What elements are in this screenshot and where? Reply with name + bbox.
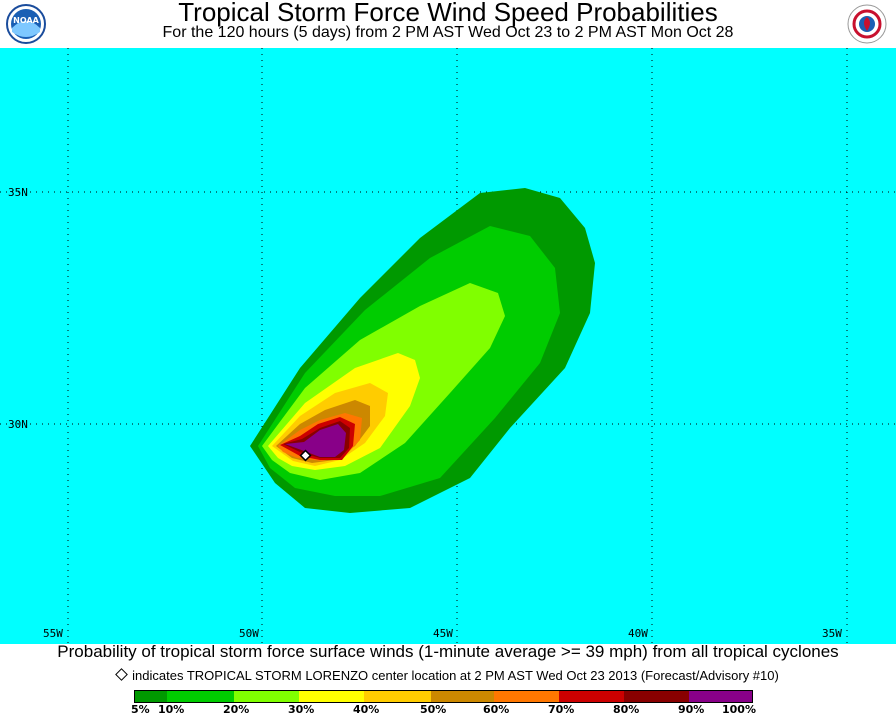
header: NOAA Tropical Storm Force Wind Speed Pro…: [0, 0, 896, 48]
legend-label-70: 70%: [548, 703, 575, 716]
map-canvas: [0, 48, 896, 644]
diamond-icon: [115, 668, 129, 681]
lat-label-35n: 35N: [8, 186, 28, 199]
legend-label-100: 100%: [722, 703, 756, 716]
legend-swatch-90-100: [689, 691, 752, 702]
legend-label-50: 50%: [420, 703, 447, 716]
legend-swatch-30-40: [299, 691, 364, 702]
map-title: Tropical Storm Force Wind Speed Probabil…: [178, 0, 718, 27]
legend-swatch-20-30: [234, 691, 299, 702]
legend-label-40: 40%: [353, 703, 380, 716]
legend-swatch-60-70: [494, 691, 559, 702]
lon-label-50w: 50W: [239, 627, 259, 640]
legend-label-10: 10%: [158, 703, 185, 716]
legend-swatch-10-20: [167, 691, 234, 702]
legend-swatch-40-50: [364, 691, 431, 702]
probability-map: 35N 30N: [0, 48, 896, 644]
lon-label-40w: 40W: [628, 627, 648, 640]
lat-label-30n: 30N: [8, 418, 28, 431]
noaa-logo: NOAA: [6, 4, 46, 44]
legend-swatch-5-10: [135, 691, 167, 702]
legend-label-5: 5%: [131, 703, 150, 716]
legend-swatch-50-60: [431, 691, 494, 702]
legend-label-60: 60%: [483, 703, 510, 716]
legend-swatch-70-80: [559, 691, 624, 702]
legend-label-30: 30%: [288, 703, 315, 716]
lon-label-35w: 35W: [822, 627, 842, 640]
storm-center-marker[interactable]: [299, 449, 312, 462]
prob-90pct-area: [285, 424, 346, 457]
probability-legend: [134, 690, 753, 703]
legend-label-80: 80%: [613, 703, 640, 716]
storm-center-note: indicates TROPICAL STORM LORENZO center …: [0, 668, 896, 683]
lon-label-45w: 45W: [433, 627, 453, 640]
lon-label-55w: 55W: [43, 627, 63, 640]
storm-center-note-text: indicates TROPICAL STORM LORENZO center …: [132, 668, 779, 683]
national-weather-service-logo: [847, 4, 887, 44]
map-caption: Probability of tropical storm force surf…: [57, 642, 839, 661]
noaa-logo-text: NOAA: [13, 16, 39, 25]
legend-label-90: 90%: [678, 703, 705, 716]
map-subtitle: For the 120 hours (5 days) from 2 PM AST…: [162, 24, 734, 41]
legend-label-20: 20%: [223, 703, 250, 716]
legend-swatch-80-90: [624, 691, 689, 702]
